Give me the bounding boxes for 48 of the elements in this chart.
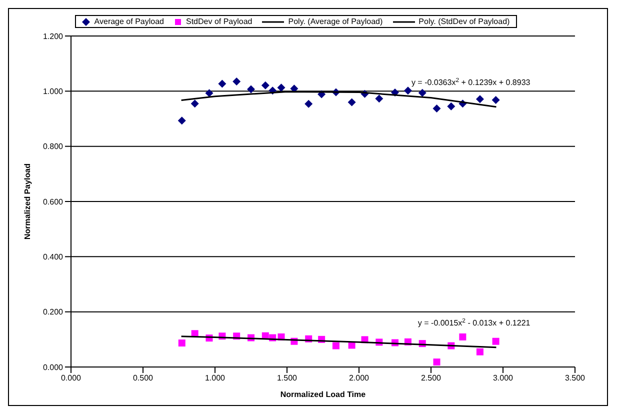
point xyxy=(432,104,441,113)
y-tick-label: 0.400 xyxy=(42,252,64,262)
point xyxy=(433,358,440,366)
point xyxy=(190,100,199,108)
y-tick-label: 0.600 xyxy=(42,197,64,206)
x-tick-label: 0.500 xyxy=(132,374,154,383)
point xyxy=(476,95,484,104)
point xyxy=(178,340,186,347)
y-tick-label: 0.000 xyxy=(42,362,64,372)
point xyxy=(447,102,456,110)
point xyxy=(277,84,286,92)
x-tick-label: 2.500 xyxy=(420,374,442,383)
point xyxy=(247,85,255,94)
legend-label: StdDev of Payload xyxy=(184,17,252,26)
point xyxy=(492,96,500,104)
y-axis-title: Normalized Payload xyxy=(22,163,32,240)
point xyxy=(375,94,384,103)
point xyxy=(418,88,426,97)
annotation: y = -0.0015x$^{2}$ - 0.013x + 0.1221 xyxy=(418,317,531,328)
x-axis-title: Normalized Load Time xyxy=(280,390,366,399)
point xyxy=(261,81,270,90)
y-tick-label: 0.800 xyxy=(42,142,64,152)
x-tick-label: 3.000 xyxy=(492,374,514,383)
point xyxy=(459,333,466,340)
annotation: y = -0.0363x$^{2}$ + 0.1239x + 0.8933 xyxy=(411,76,531,87)
x-tick-label: 1.500 xyxy=(276,374,298,383)
y-tick-label: 1.200 xyxy=(42,32,64,41)
line-series xyxy=(180,336,497,348)
point xyxy=(404,86,412,95)
point xyxy=(348,98,356,106)
x-tick-label: 1.000 xyxy=(204,374,226,383)
point xyxy=(304,100,313,108)
x-tick-label: 3.500 xyxy=(564,374,586,383)
point xyxy=(492,338,500,345)
legend-label: Poly. (StdDev of Payload) xyxy=(418,17,510,26)
x-tick-label: 2.000 xyxy=(348,374,370,383)
point xyxy=(178,116,186,125)
x-tick-label: 0.000 xyxy=(60,374,82,383)
point xyxy=(232,78,241,86)
legend-label: Poly. (Average of Payload) xyxy=(287,17,383,26)
point xyxy=(205,89,214,98)
legend-label: Average of Payload xyxy=(93,17,164,26)
point xyxy=(476,348,484,356)
y-tick-label: 1.000 xyxy=(42,87,64,96)
point xyxy=(218,80,226,88)
point xyxy=(332,342,340,350)
y-tick-label: 0.200 xyxy=(42,308,64,317)
point xyxy=(290,84,298,93)
